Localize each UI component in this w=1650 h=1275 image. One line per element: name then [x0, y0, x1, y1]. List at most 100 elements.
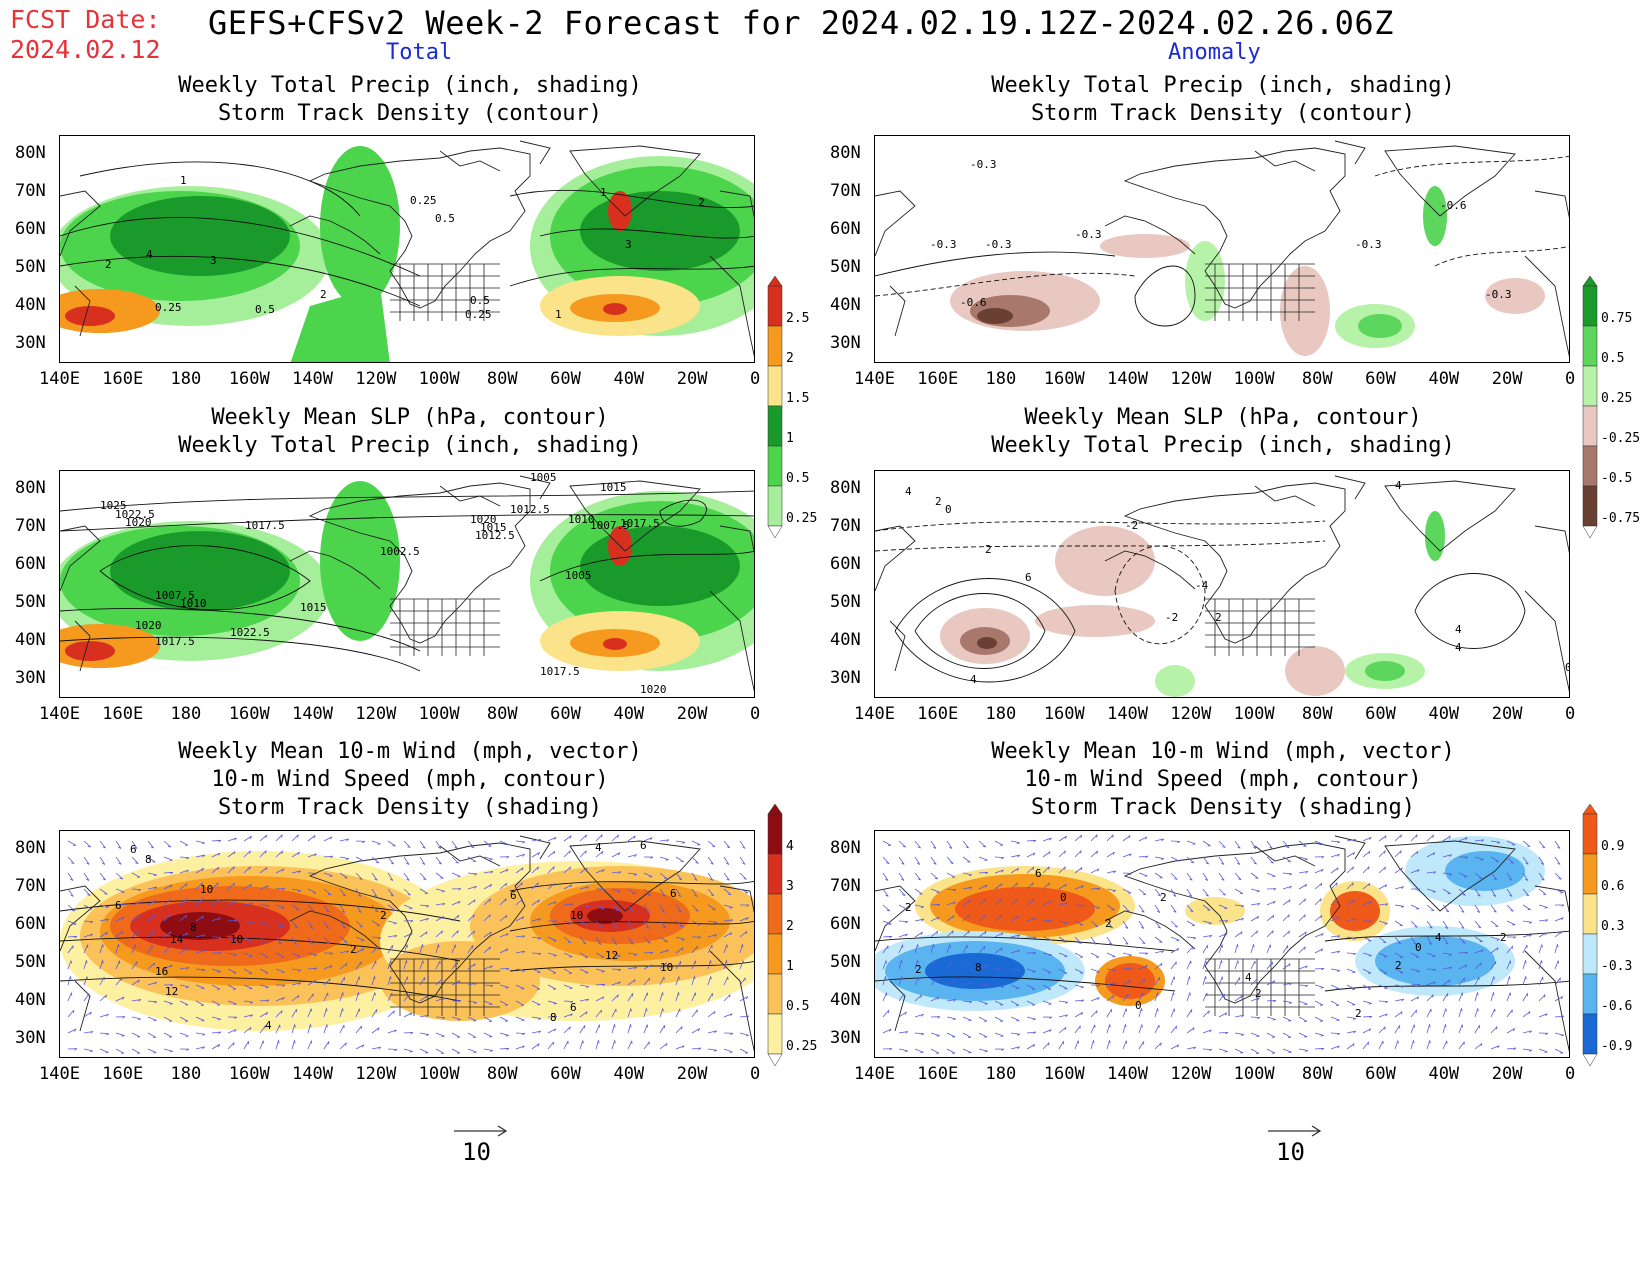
- shading-region: [1423, 186, 1447, 246]
- colorbar-segment: [1582, 933, 1598, 975]
- contour-label: 1007.5: [590, 519, 630, 532]
- contour-label: 0.25: [410, 194, 437, 207]
- contour-label: 6: [1035, 867, 1042, 880]
- contour-label: 0.25: [465, 308, 492, 321]
- longitude-tick-label: 140W: [292, 704, 334, 724]
- shading-region: [580, 526, 740, 606]
- contour-label: 2: [915, 963, 922, 976]
- longitude-tick-label: 160W: [228, 704, 270, 724]
- coastline: [60, 140, 754, 357]
- latitude-tick-label: 80N: [15, 838, 46, 858]
- colorbar-label: -0.75: [1601, 511, 1640, 526]
- longitude-tick-label: 160E: [917, 1064, 959, 1084]
- longitude-tick-label: 40W: [1428, 369, 1460, 389]
- contour-label: 6: [570, 1001, 577, 1014]
- latitude-tick-label: 50N: [15, 952, 46, 972]
- colorbar-label: 0.5: [786, 999, 809, 1014]
- longitude-tick-label: 120W: [1170, 1064, 1212, 1084]
- contour-label: 1017.5: [155, 635, 195, 648]
- longitude-tick-label: 0: [750, 704, 761, 724]
- colorbar-top-cap: [1582, 804, 1598, 815]
- shading-region: [65, 641, 115, 661]
- longitude-tick-label: 40W: [1428, 704, 1460, 724]
- shading-region: [587, 908, 623, 924]
- longitude-tick-label: 180: [170, 369, 202, 389]
- shading-region: [65, 306, 115, 326]
- longitude-tick-label: 40W: [613, 369, 645, 389]
- contour-label: 4: [1455, 641, 1462, 654]
- latitude-tick-label: 30N: [830, 668, 861, 688]
- coastline: [60, 835, 754, 1052]
- latitude-tick-label: 80N: [830, 143, 861, 163]
- contour-lines: [60, 490, 754, 672]
- map-precip-total: 1 0.25 0.5 4 3 2 0.25 0.5 2 1 3 2 0.5 0.25 1: [59, 135, 755, 363]
- panel-title-slp-anom: Weekly Mean SLP (hPa, contour) Weekly To…: [843, 404, 1603, 460]
- shading-region: [977, 637, 997, 649]
- contour-label: 0.25: [155, 301, 182, 314]
- contour-label: 1015: [600, 481, 627, 494]
- longitude-tick-label: 120W: [355, 704, 397, 724]
- contour-label: 2: [985, 543, 992, 556]
- contour-label: -0.3: [970, 158, 997, 171]
- map-slp-total: 1025 1022.5 1020 1017.5 1012.5 1005 1015 1002.5…: [59, 470, 755, 698]
- contour-label: 1020: [125, 516, 152, 529]
- longitude-tick-label: 80W: [486, 1064, 518, 1084]
- contour-label: 1017.5: [245, 519, 285, 532]
- colorbar-segment: [767, 933, 783, 975]
- shading-region: [320, 481, 400, 641]
- contour-label: 6: [130, 843, 137, 856]
- longitude-tick-label: 80W: [486, 704, 518, 724]
- contour-label: 1020: [640, 683, 667, 696]
- colorbar-segment: [767, 445, 783, 487]
- longitude-tick-label: 140W: [1107, 1064, 1149, 1084]
- shading-region: [1035, 605, 1155, 637]
- panel-title-line: Storm Track Density (contour): [1030, 101, 1416, 126]
- latitude-tick-label: 30N: [830, 1028, 861, 1048]
- colorbar-label: 0.6: [1601, 879, 1624, 894]
- longitude-tick-label: 100W: [1233, 369, 1275, 389]
- panel-title-line: Weekly Mean SLP (hPa, contour): [1024, 405, 1422, 430]
- latitude-tick-label: 70N: [830, 876, 861, 896]
- contour-label: 2: [905, 901, 912, 914]
- latitude-tick-label: 40N: [830, 630, 861, 650]
- contour-label: 1025: [100, 499, 127, 512]
- latitude-tick-label: 60N: [830, 554, 861, 574]
- shading-region: [955, 887, 1095, 931]
- longitude-tick-label: 160W: [228, 369, 270, 389]
- panel-title-slp-total: Weekly Mean SLP (hPa, contour) Weekly To…: [30, 404, 790, 460]
- shading-region: [1100, 234, 1190, 258]
- colorbar-segment: [1582, 893, 1598, 935]
- longitude-tick-label: 80W: [1301, 369, 1333, 389]
- page-title: GEFS+CFSv2 Week-2 Forecast for 2024.02.1…: [208, 4, 1394, 42]
- colorbar-label: 0.5: [786, 471, 809, 486]
- contour-label: -0.3: [1075, 228, 1102, 241]
- longitude-tick-label: 120W: [1170, 704, 1212, 724]
- latitude-tick-label: 70N: [15, 181, 46, 201]
- longitude-tick-label: 100W: [1233, 704, 1275, 724]
- longitude-tick-label: 100W: [418, 704, 460, 724]
- latitude-tick-label: 80N: [830, 838, 861, 858]
- contour-label: 1: [555, 308, 562, 321]
- colorbar-label: 3: [786, 879, 794, 894]
- longitude-tick-label: 80W: [1301, 1064, 1333, 1084]
- fcst-date-label: FCST Date:: [10, 5, 161, 34]
- longitude-tick-label: 160E: [917, 704, 959, 724]
- colorbar-segment: [1582, 973, 1598, 1015]
- colorbar-label: 0.75: [1601, 311, 1632, 326]
- colorbar-label: 2.5: [786, 311, 809, 326]
- colorbar-label: 2: [786, 351, 794, 366]
- longitude-tick-label: 160W: [1043, 369, 1085, 389]
- longitude-tick-label: 60W: [1365, 704, 1396, 724]
- colorbar-segment: [767, 853, 783, 895]
- shading-region: [977, 308, 1013, 324]
- contour-lines: [875, 520, 1526, 683]
- contour-label: 2: [935, 495, 942, 508]
- colorbar-label: -0.6: [1601, 999, 1632, 1014]
- longitude-tick-label: 180: [985, 704, 1017, 724]
- panel-title-line: Weekly Total Precip (inch, shading): [991, 433, 1455, 458]
- contour-label: 0.5: [435, 212, 455, 225]
- longitude-tick-label: 160E: [102, 369, 144, 389]
- reference-arrow-icon: [454, 1125, 508, 1137]
- colorbar-segment: [767, 365, 783, 407]
